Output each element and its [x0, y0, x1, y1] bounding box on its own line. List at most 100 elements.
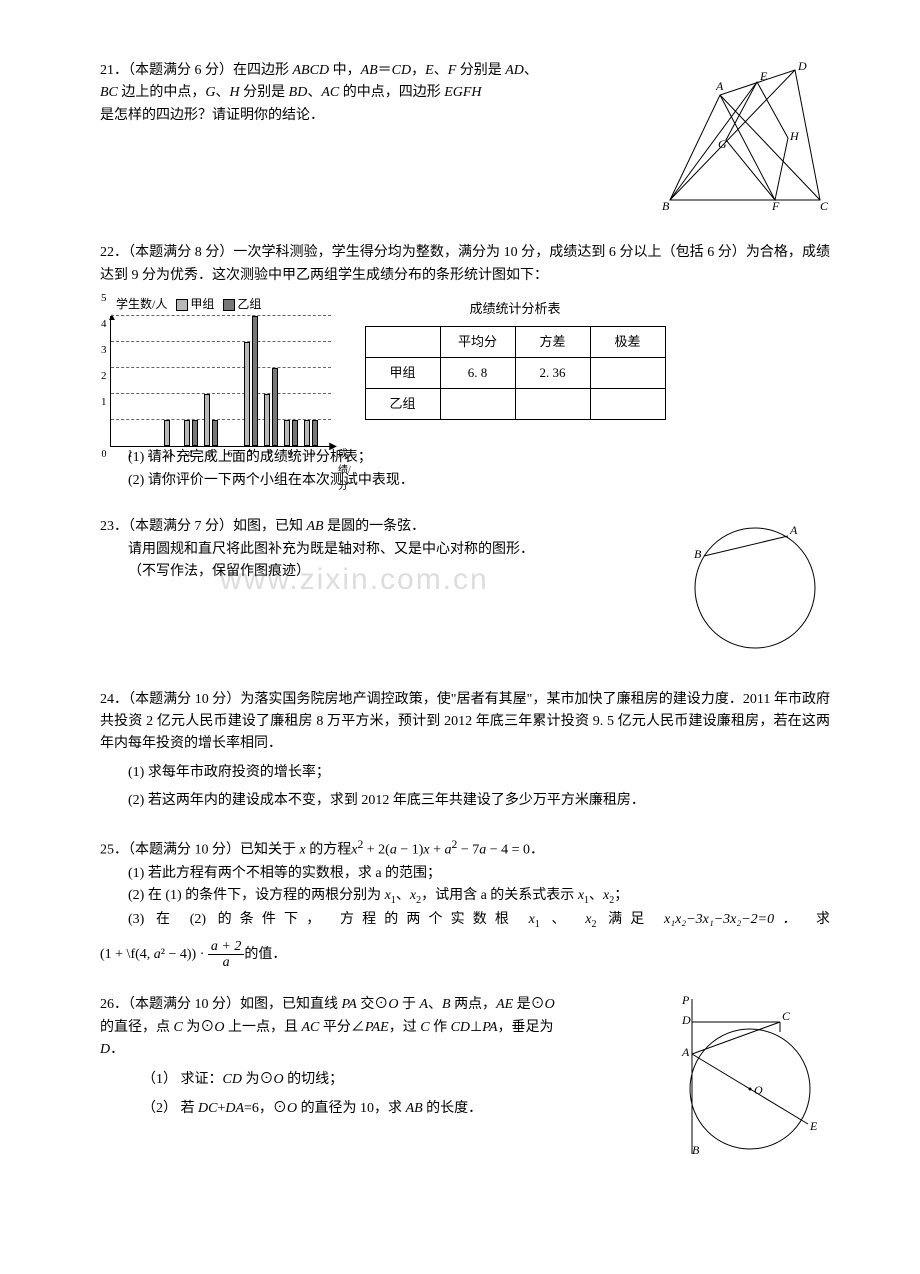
- t: AB: [307, 519, 324, 534]
- t: 的直径，点: [100, 1020, 174, 1035]
- t: (1 + \f(4,: [100, 947, 154, 962]
- t: (3) 在 (2) 的条件下， 方程的两个实数根: [128, 912, 529, 927]
- figure-q23: A B: [680, 516, 830, 664]
- bar-a: [204, 394, 210, 446]
- t: 1: [535, 919, 540, 930]
- t: A: [419, 997, 428, 1012]
- gridline: [111, 341, 331, 342]
- t: AC: [321, 85, 339, 100]
- problem-26: P D C A O B E 26．（本题满分 10 分）如图，已知直线 PA 交…: [100, 994, 830, 1172]
- problem-22: 22．（本题满分 8 分）一次学科测验，学生得分均为整数，满分为 10 分，成绩…: [100, 242, 830, 492]
- t: 的值．: [244, 947, 286, 962]
- bar-a: [244, 342, 250, 446]
- legend-a: 甲组: [190, 297, 214, 311]
- q25-sub1: (1) 若此方程有两个不相等的实数根，求 a 的范围；: [128, 863, 830, 885]
- t: （本题满分 7 分）如图，已知: [128, 519, 307, 534]
- t: ．: [110, 1042, 124, 1057]
- xtick: 7: [248, 447, 253, 463]
- t: AE: [496, 997, 513, 1012]
- t: （1） 求证：: [142, 1072, 223, 1087]
- t: 于: [398, 997, 419, 1012]
- t: 的方程: [306, 843, 352, 858]
- frac-num: a + 2: [208, 939, 244, 955]
- t: DA: [225, 1101, 244, 1116]
- t: 为⊙: [242, 1072, 274, 1087]
- chart-legend: 学生数/人 甲组 乙组: [116, 295, 331, 314]
- t: （不写作法，保留作图痕迹）: [128, 561, 310, 583]
- t: ⊥: [470, 1020, 482, 1035]
- problem-24: 24．（本题满分 10 分）为落实国务院房地产调控政策，使"居者有其屋"，某市加…: [100, 689, 830, 813]
- table-header: 方差: [515, 326, 590, 357]
- t: G: [205, 85, 215, 100]
- bar-a: [264, 394, 270, 446]
- t: − 1): [397, 843, 424, 858]
- t: 是怎样的四边形？请证明你的结论．: [100, 108, 324, 123]
- bar-b: [312, 420, 318, 446]
- t: 交⊙: [357, 997, 389, 1012]
- t: 的长度．: [423, 1101, 483, 1116]
- table-cell: 2. 36: [515, 357, 590, 388]
- t: − 7: [457, 843, 479, 858]
- t: O: [287, 1101, 297, 1116]
- xtick: 8: [268, 447, 273, 463]
- arrow-y: ▲: [107, 310, 117, 326]
- y-axis-label: 学生数/人: [116, 297, 167, 311]
- t: 分别是: [240, 85, 289, 100]
- stats-table: 平均分方差极差 甲组6. 82. 36 乙组: [365, 326, 666, 420]
- origin: 0: [102, 447, 107, 463]
- t: （本题满分 6 分）在四边形: [128, 63, 293, 78]
- label-A: A: [681, 1045, 690, 1059]
- t: AD: [505, 63, 524, 78]
- label-E: E: [809, 1119, 818, 1133]
- table-cell: 乙组: [365, 388, 440, 419]
- q24-sub2: (2) 若这两年内的建设成本不变，求到 2012 年底三年共建设了多少万平方米廉…: [128, 790, 830, 812]
- t: O: [388, 997, 398, 1012]
- bar-b: [192, 420, 198, 446]
- frac-den: a: [208, 955, 244, 970]
- t: BC: [100, 85, 118, 100]
- bar-a: [164, 420, 170, 446]
- table-header: [365, 326, 440, 357]
- t: （本题满分 8 分）一次学科测验，学生得分均为整数，满分为 10 分，成绩达到 …: [100, 245, 830, 282]
- q25-sub2: (2) 在 (1) 的条件下，设方程的两根分别为 x1、x2，试用含 a 的关系…: [128, 885, 830, 909]
- chart-area: ▲ ▶ 12345: [110, 316, 331, 447]
- t: 、: [524, 63, 538, 78]
- t: AC: [301, 1020, 319, 1035]
- q22-text: 22．（本题满分 8 分）一次学科测验，学生得分均为整数，满分为 10 分，成绩…: [100, 242, 830, 287]
- bar-a: [184, 420, 190, 446]
- q25-sub3: (3) 在 (2) 的条件下， 方程的两个实数根 x1 、 x2 满足 x₁x₂…: [128, 909, 830, 933]
- t: ABCD: [293, 63, 330, 78]
- t: （2） 若: [142, 1101, 198, 1116]
- q25-tail: (1 + \f(4, a² − 4)) · a + 2a的值．: [100, 939, 830, 971]
- t: O: [545, 997, 555, 1012]
- t: E: [425, 63, 434, 78]
- ytick: 2: [101, 368, 107, 386]
- t: PA: [482, 1020, 497, 1035]
- t: O: [214, 1020, 224, 1035]
- t: 分别是: [456, 63, 505, 78]
- label-C: C: [782, 1009, 791, 1023]
- t: =6，⊙: [244, 1101, 287, 1116]
- xtick: 1: [128, 447, 133, 463]
- t: +: [430, 843, 445, 858]
- t: x₁x₂−3x₁−3x₂−2=0．: [664, 912, 804, 927]
- t: 边上的中点，: [118, 85, 206, 100]
- ytick: 1: [101, 394, 107, 412]
- t: 作: [430, 1020, 451, 1035]
- t: 、: [307, 85, 321, 100]
- t: a: [390, 843, 397, 858]
- label-C: C: [820, 199, 829, 210]
- t: 求: [816, 912, 830, 927]
- x-axis: 0 12345678910成绩/分: [110, 447, 330, 461]
- table-cell: [440, 388, 515, 419]
- gridline: [111, 419, 331, 420]
- q26-num: 26．: [100, 997, 128, 1012]
- table-cell: [590, 388, 665, 419]
- t: 平分∠: [319, 1020, 365, 1035]
- q25-num: 25．: [100, 843, 128, 858]
- gridline: [111, 393, 331, 394]
- problem-23: www.zixin.com.cn A B 23．（本题满分 7 分）如图，已知 …: [100, 516, 830, 664]
- q24-sub1: (1) 求每年市政府投资的增长率；: [128, 762, 830, 784]
- t: ，试用含 a 的关系式表示: [421, 888, 578, 903]
- table-header: 极差: [590, 326, 665, 357]
